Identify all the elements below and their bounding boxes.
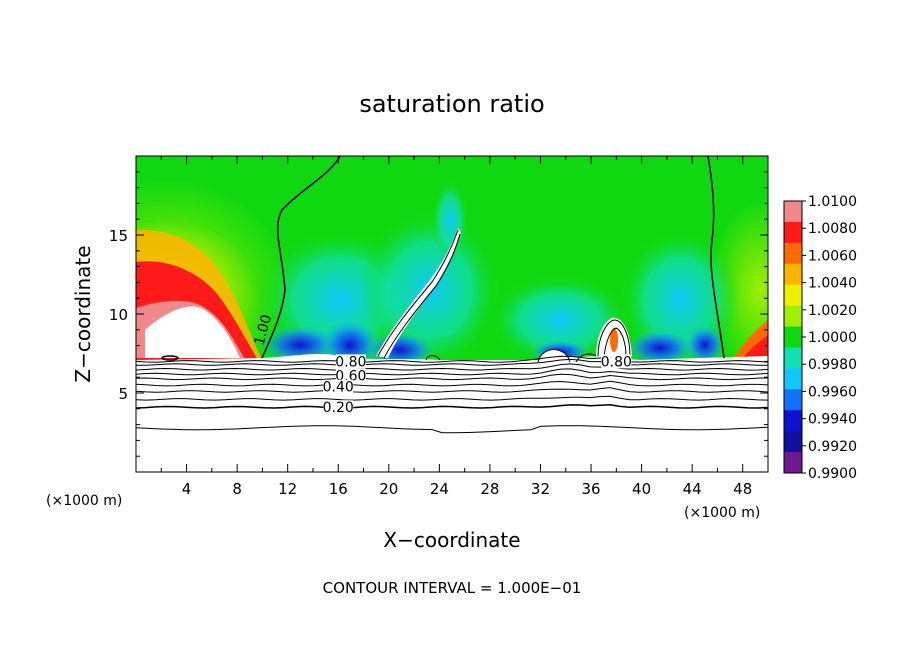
contour-line [136, 380, 768, 387]
contour-line [136, 373, 768, 381]
contour-line-blob-mid [425, 355, 441, 361]
colorbar-swatch [784, 452, 802, 474]
contour-label: 0.20 [323, 400, 354, 416]
x-tick-label: 40 [632, 480, 651, 498]
field-lower-layer [136, 353, 768, 472]
x-axis: 4 8 12 16 20 24 28 32 36 40 44 48 [160, 156, 752, 498]
contour-line [136, 363, 768, 371]
field-region-white-left [145, 306, 240, 358]
x-tick-label: 8 [232, 480, 242, 498]
colorbar: 1.0100 1.0080 1.0060 1.0040 1.0020 1.0000 0.99… [783, 194, 857, 482]
contour-line-plume [377, 229, 461, 359]
contour-line [136, 404, 768, 409]
y-tick-label: 10 [109, 306, 128, 324]
contour-line [136, 358, 768, 366]
x-tick-label: 24 [430, 480, 449, 498]
contour-line-1-00-left [261, 156, 341, 359]
contour-label: 0.80 [601, 354, 632, 370]
x-tick-label: 4 [182, 480, 192, 498]
colorbar-swatch [784, 242, 802, 265]
x-axis-label: X−coordinate [383, 528, 520, 552]
colorbar-label: 0.9900 [808, 466, 857, 482]
colorbar-label: 0.9980 [808, 357, 857, 373]
colorbar-label: 1.0040 [808, 276, 857, 292]
contour-line [136, 395, 768, 401]
y-axis-label: Z−coordinate [71, 245, 95, 382]
contour-label-text: 0.80 [601, 354, 632, 370]
contour-label-text: 0.80 [335, 354, 366, 370]
contour-label-bg [335, 368, 366, 383]
colorbar-label: 0.9940 [808, 412, 857, 428]
x-tick-label: 32 [531, 480, 550, 498]
colorbar-swatch [784, 347, 802, 369]
contour-label-bg [335, 354, 366, 369]
contour-label-text: 0.40 [323, 380, 354, 396]
field-blob-cyan-3 [490, 275, 630, 365]
contour-line [136, 355, 768, 363]
x-tick-label: 12 [278, 480, 297, 498]
colorbar-label: 1.0020 [808, 303, 857, 319]
colorbar-swatch [784, 201, 802, 223]
x-tick-label: 44 [683, 480, 702, 498]
colorbar-swatch [784, 263, 802, 286]
contour-line [136, 425, 768, 434]
x-tick-label: 28 [480, 480, 499, 498]
colorbar-swatch [784, 431, 802, 453]
contour-line [136, 387, 768, 393]
colorbar-label: 1.0000 [808, 330, 857, 346]
colorbar-label: 0.9960 [808, 384, 857, 400]
colorbar-label: 1.0100 [808, 194, 857, 210]
x-tick-label: 48 [733, 480, 752, 498]
contour-label: 1.00 [252, 313, 276, 347]
contour-line-blob-left [161, 355, 179, 361]
contour-label: 0.80 [335, 354, 366, 370]
contour-label-bg [323, 379, 354, 394]
colorbar-swatch [784, 389, 802, 411]
colorbar-swatch [784, 284, 802, 307]
colorbar-swatch [784, 326, 802, 348]
y-axis: 5 10 15 [109, 171, 768, 457]
y-tick-label: 5 [118, 385, 128, 403]
contour-label: 0.40 [323, 379, 354, 396]
x-tick-label: 36 [581, 480, 600, 498]
chart-title: saturation ratio [359, 90, 544, 118]
field-region-red-right [740, 335, 768, 360]
contour-label-text: 0.20 [323, 400, 354, 416]
x-unit-label: (×1000 m) [46, 493, 122, 509]
horizontal-contours [136, 355, 768, 434]
contour-labels: 1.000.800.600.400.200.80 [252, 313, 632, 416]
heatmap-field [136, 156, 768, 472]
field-blob-cyan-5 [432, 180, 468, 260]
colorbar-swatch [784, 410, 802, 432]
x-tick-label: 20 [379, 480, 398, 498]
colorbar-label: 1.0080 [808, 221, 857, 237]
colorbar-swatch [784, 221, 802, 244]
contour-label-bg [601, 354, 632, 369]
colorbar-swatch [784, 368, 802, 390]
contour-label-text: 1.00 [252, 313, 276, 347]
contour-line-1-00-right [707, 156, 725, 359]
contour-interval-note: CONTOUR INTERVAL = 1.000E−01 [323, 579, 582, 597]
contour-label-bg [323, 400, 354, 415]
field-cloud-core [610, 328, 618, 352]
contour-line-cloud-right [597, 319, 631, 357]
colorbar-label: 0.9920 [808, 439, 857, 455]
field-blob-blue-5 [625, 330, 695, 366]
x-unit-label-right: (×1000 m) [684, 505, 760, 521]
contour-line [136, 368, 768, 376]
field-blob-blue-6 [685, 325, 725, 365]
y-tick-label: 15 [109, 227, 128, 245]
x-tick-label: 16 [329, 480, 348, 498]
colorbar-label: 1.0060 [808, 248, 857, 264]
colorbar-swatch [784, 305, 802, 328]
